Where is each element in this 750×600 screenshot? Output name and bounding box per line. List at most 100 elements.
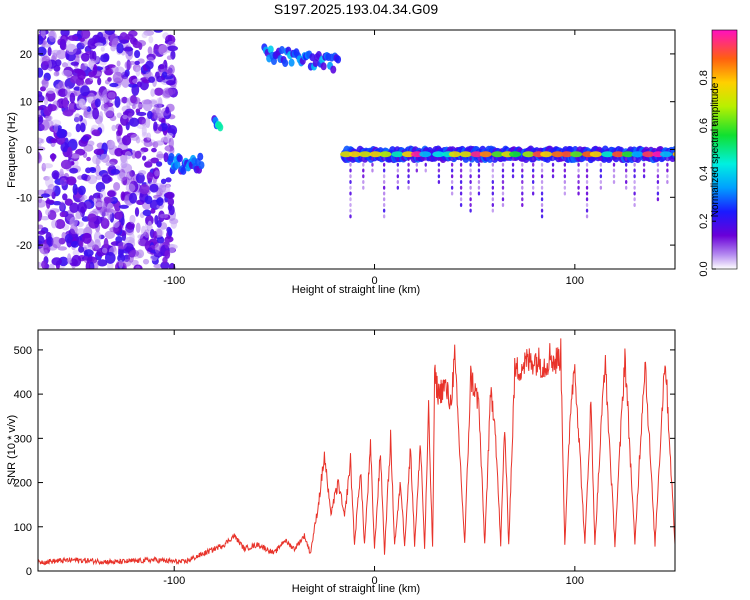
spectrogram-cell: [540, 191, 544, 196]
colorbar: 0.0 0.2 0.4 0.6 0.8 Normalized spectral ampl…: [698, 29, 738, 277]
spectrogram-y-axis-label: Frequency (Hz): [6, 112, 18, 188]
spectrogram-cell: [540, 151, 553, 158]
spectrogram-cell: [53, 71, 60, 77]
spectrogram-cell: [146, 132, 152, 141]
spectrogram-cell: [154, 140, 165, 146]
spectrogram-cell: [103, 208, 115, 213]
spectrogram-cell: [540, 214, 544, 219]
spectrogram-cell: [69, 92, 76, 104]
spectrogram-cell: [396, 180, 400, 185]
spectrogram-cell: [158, 44, 169, 56]
spectrogram-cell: [382, 208, 386, 213]
spectrogram-cell: [491, 185, 495, 190]
spectrogram-cell: [540, 202, 544, 207]
spectrogram-x-tick-label: -100: [163, 275, 185, 287]
spectrogram-cell: [501, 180, 505, 185]
spectrogram-cell: [349, 191, 352, 196]
spectrogram-cell: [396, 157, 400, 162]
spectrogram-cell: [149, 183, 159, 193]
spectrogram-cell: [656, 174, 660, 179]
spectrogram-cell: [642, 162, 646, 167]
spectrogram-cell: [88, 71, 95, 78]
spectrogram-cell: [59, 168, 64, 178]
spectrogram-cell: [164, 88, 176, 95]
spectrogram-cell: [118, 259, 124, 269]
spectrogram-cell: [136, 81, 143, 88]
spectrogram-cell: [45, 208, 51, 216]
spectrogram-cell: [612, 174, 616, 179]
spectrogram-cell: [312, 59, 319, 68]
spectrogram-cell: [38, 110, 42, 118]
spectrogram-cell: [101, 174, 112, 184]
spectrogram-cell: [612, 180, 616, 185]
spectrogram-cell: [335, 55, 342, 64]
spectrogram-cell: [407, 185, 410, 190]
spectrogram-cell: [103, 237, 109, 250]
spectrogram-cell: [129, 232, 135, 243]
spectrogram-cell: [371, 168, 374, 173]
spectrogram-cell: [633, 202, 636, 207]
spectrogram-cell: [379, 151, 392, 158]
colorbar-tick-label: 0.8: [698, 70, 710, 85]
spectrogram-cell: [154, 243, 160, 254]
spectrogram-cell: [459, 174, 463, 179]
spectrogram-cell: [382, 197, 386, 202]
spectrogram-cell: [309, 53, 316, 62]
spectrogram-cell: [469, 180, 472, 185]
spectrogram-cell: [577, 185, 580, 190]
spectrogram-cell: [349, 197, 352, 202]
spectrogram-cell: [128, 83, 138, 88]
spectrogram-cell: [320, 62, 327, 71]
spectrogram-cell: [585, 185, 589, 190]
spectrogram-cell: [633, 185, 636, 190]
spectrogram-cell: [165, 106, 170, 114]
spectrogram-cell: [134, 103, 144, 108]
spectrogram-cell: [167, 197, 175, 207]
spectrogram-cell: [81, 173, 88, 181]
spectrogram-cell: [585, 202, 589, 207]
spectrogram-cell: [121, 76, 130, 88]
spectrogram-cell: [477, 185, 481, 190]
spectrogram-cell: [563, 162, 567, 167]
spectrogram-cell: [147, 220, 152, 231]
spectrogram-cell: [166, 55, 173, 61]
spectrogram-cell: [511, 162, 515, 167]
spectrogram-x-tick-label: 0: [371, 275, 377, 287]
spectrogram-cell: [61, 69, 73, 77]
spectrogram-cell: [109, 226, 119, 233]
spectrogram-cell: [407, 180, 410, 185]
spectrogram-cell: [198, 161, 205, 170]
spectrogram-cell: [521, 191, 524, 196]
spectrogram-cell: [577, 191, 580, 196]
spectrogram-cell: [511, 168, 515, 173]
spectrogram-cell: [105, 161, 116, 167]
snr-y-tick-label: 200: [14, 478, 32, 490]
spectrogram-cell: [112, 220, 120, 228]
spectrogram-cell: [38, 137, 44, 144]
spectrogram-cell: [85, 261, 91, 269]
spectrogram-cell: [359, 151, 372, 158]
spectrogram-cell: [563, 168, 567, 173]
spectrogram-cell: [114, 147, 124, 157]
spectrogram-cell: [164, 250, 171, 259]
spectrogram-cell: [113, 182, 121, 191]
spectrogram-cell: [382, 191, 386, 196]
spectrogram-cell: [469, 174, 472, 179]
spectrogram-cell: [60, 30, 70, 37]
spectrogram-cell: [469, 162, 472, 167]
spectrogram-cell: [656, 191, 660, 196]
spectrogram-cell: [39, 243, 49, 249]
spectrogram-cell: [382, 185, 386, 190]
spectrogram-cell: [153, 112, 164, 121]
spectrogram-cell: [437, 174, 441, 179]
spectrogram-cell: [117, 253, 126, 263]
spectrogram-cell: [40, 215, 50, 221]
spectrogram-cell: [131, 96, 141, 105]
spectrogram-cell: [136, 124, 147, 130]
spectrogram-cell: [656, 162, 660, 167]
spectrogram-cell: [633, 197, 636, 202]
spectrogram-cell: [141, 32, 148, 39]
snr-y-tick-label: 400: [14, 389, 32, 401]
snr-y-tick-label: 0: [26, 566, 32, 578]
spectrogram-cell: [349, 202, 352, 207]
